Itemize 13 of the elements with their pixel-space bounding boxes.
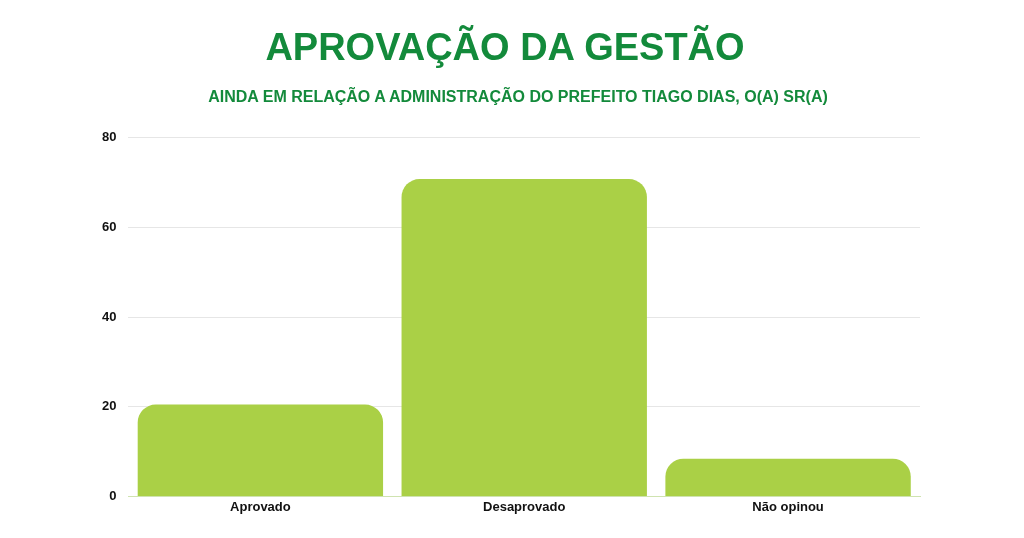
y-tick-label: 20 [101,398,117,414]
y-tick-label: 40 [101,308,117,324]
x-tick-label: Não opinou [752,498,824,514]
y-tick-label: 0 [109,487,117,503]
y-tick-label: 60 [101,219,117,235]
y-tick-label: 80 [101,129,117,145]
x-tick-label: Aprovado [230,498,291,514]
x-tick-label: Desaprovado [483,498,566,514]
chart-subtitle: AINDA EM RELAÇÃO A ADMINISTRAÇÃO DO PREFEITO TIAGO DIAS, O(A) SR(A) [207,88,829,106]
bar [665,458,911,496]
bar [137,404,384,496]
chart-title: APROVAÇÃO DA GESTÃO [264,26,746,69]
bar [401,179,647,496]
